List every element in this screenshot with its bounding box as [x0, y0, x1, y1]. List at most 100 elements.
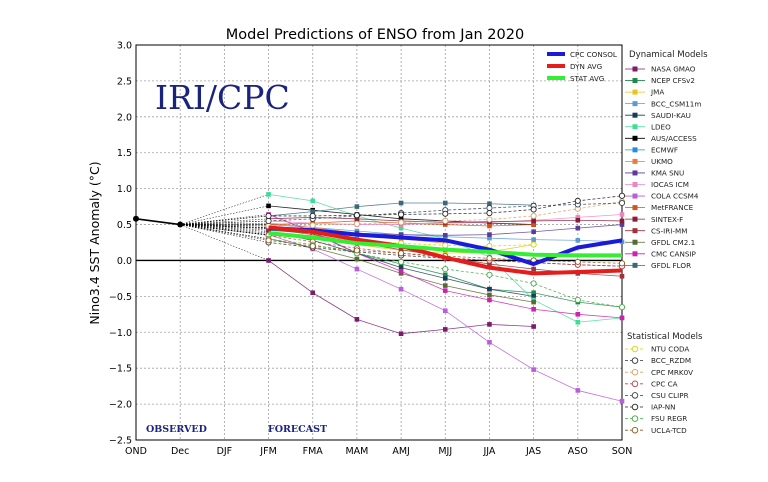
- legend-label-ldeo: LDEO: [651, 122, 671, 131]
- series-point-gfdl-flor: [487, 201, 492, 207]
- series-point-cmc-cansip: [398, 268, 404, 274]
- legend-label-iocas-icm: IOCAS ICM: [651, 180, 689, 189]
- series-point-iocas-icm: [575, 215, 581, 220]
- legend-label-aus-access: AUS/ACCESS: [651, 134, 697, 143]
- series-point-gfdl-flor: [398, 200, 404, 206]
- y-tick-label: −2.5: [109, 436, 132, 447]
- series-point-ldeo: [575, 319, 581, 325]
- series-point-cola-ccsm4: [531, 367, 536, 372]
- y-tick-label: 0.5: [117, 220, 132, 231]
- legend-marker-ucla-tcd: [631, 426, 639, 434]
- series-point-saudi-kau: [487, 286, 492, 292]
- connector-bcc-rzdm: [180, 224, 269, 243]
- y-tick-label: 1.5: [117, 148, 132, 159]
- legend-marker-jma: [632, 89, 638, 95]
- watermark-iri-cpc: IRI/CPC: [155, 78, 290, 117]
- legend-label-csu-clipr: CSU CLIPR: [651, 391, 689, 400]
- series-point-cpc-mrk0v: [530, 212, 537, 219]
- series-point-iap-nn: [265, 212, 272, 219]
- series-point-ucla-tcd: [618, 260, 626, 267]
- x-tick-label: OND: [125, 446, 147, 457]
- legend-marker-gfdl-cm2-1: [632, 239, 638, 245]
- x-tick-label: JJA: [482, 446, 495, 457]
- series-point-ntu-coda: [442, 242, 449, 249]
- legend-label-cmc-cansip: CMC CANSIP: [651, 249, 697, 258]
- series-point-sintex-f: [575, 217, 581, 223]
- plot-area: 3.0 2.5 2.0 1.5 1.0 0.5 0.0 −0.5 −1.0 −1.5 −2.0 −2.…: [109, 41, 632, 458]
- series-point-kma-snu: [398, 232, 404, 237]
- dynamical-models-heading: Dynamical Models: [629, 50, 708, 60]
- series-point-cola-ccsm4: [354, 266, 360, 272]
- series-point-cola-ccsm4: [442, 308, 448, 314]
- legend-label-sintex-f: SINTEX-F: [651, 215, 683, 224]
- series-point-fsu-regr: [530, 280, 537, 287]
- averages-legend: CPC CONSOL DYN AVG STAT AVG: [547, 50, 617, 83]
- series-point-kma-snu: [487, 232, 492, 237]
- legend-label-gfdl-flor: GFDL FLOR: [651, 261, 691, 270]
- x-tick-label: MAM: [345, 446, 368, 457]
- legend-marker-fsu-regr: [631, 415, 639, 422]
- statistical-models-heading: Statistical Models: [627, 332, 703, 342]
- series-point-iocas-icm: [619, 212, 625, 217]
- legend-label-ukmo: UKMO: [651, 157, 673, 166]
- series-point-iap-nn: [309, 212, 316, 219]
- y-tick-label: −2.0: [109, 400, 132, 411]
- series-point-gfdl-cm2-1: [442, 283, 448, 288]
- forecast-label: FORECAST: [268, 424, 327, 435]
- series-point-iap-nn: [486, 210, 493, 217]
- x-tick-label: DJF: [217, 446, 233, 457]
- series-point-ucla-tcd: [353, 247, 360, 254]
- legend-label-bcc-rzdm: BCC_RZDM: [651, 356, 691, 365]
- series-point-iap-nn: [442, 210, 449, 217]
- series-point-saudi-kau: [398, 265, 404, 270]
- observed-line: [135, 218, 181, 226]
- series-point-gfdl-cm2-1: [354, 256, 360, 262]
- series-point-metfrance: [487, 223, 492, 229]
- series-point-cola-ccsm4: [398, 286, 404, 292]
- series-point-kma-snu: [575, 225, 581, 231]
- series-point-cmc-cansip: [619, 315, 625, 321]
- connector-ldeo: [180, 194, 269, 225]
- series-point-ldeo: [310, 198, 316, 204]
- legend-marker-ecmwf: [632, 147, 638, 153]
- legend-marker-cpc-mrk0v: [631, 368, 639, 376]
- observed-point: [177, 221, 184, 228]
- series-point-sintex-f: [531, 218, 536, 224]
- legend-marker-metfrance: [632, 205, 638, 211]
- series-point-gfdl-cm2-1: [487, 292, 492, 298]
- series-point-nasa-gmao: [310, 290, 316, 296]
- series-point-bcc-csm11m: [487, 235, 492, 241]
- series-point-iap-nn: [530, 206, 537, 213]
- series-point-bcc-csm11m: [575, 238, 581, 243]
- legend-marker-nasa-gmao: [632, 66, 638, 72]
- series-point-csu-clipr: [486, 204, 493, 212]
- series-point-saudi-kau: [531, 294, 536, 299]
- legend-label-metfrance: MetFRANCE: [651, 203, 694, 212]
- legend-label-cpc-consol: CPC CONSOL: [570, 50, 617, 59]
- avg-line-stat-avg: [268, 231, 622, 258]
- series-point-ucla-tcd: [574, 258, 581, 265]
- avg-line-dyn-avg: [268, 225, 623, 276]
- series-point-gfdl-flor: [442, 200, 448, 206]
- series-point-cmc-cansip: [575, 312, 581, 317]
- series-point-ncep-cfsv2: [531, 290, 536, 296]
- series-point-cpc-mrk0v: [398, 219, 405, 226]
- connector-nasa-gmao: [180, 224, 269, 261]
- legend-marker-aus-access: [632, 135, 638, 141]
- legend-marker-cola-ccsm4: [632, 193, 638, 199]
- legend-marker-cs-iri-mm: [632, 228, 638, 234]
- y-tick-label: 3.0: [117, 41, 132, 52]
- series-point-fsu-regr: [574, 296, 581, 304]
- observed-label: OBSERVED: [146, 424, 207, 435]
- series-point-cola-ccsm4: [619, 398, 625, 404]
- series-point-cola-ccsm4: [575, 388, 581, 393]
- series-point-nasa-gmao: [442, 327, 448, 332]
- legend-marker-iocas-icm: [632, 182, 638, 187]
- series-point-nasa-gmao: [398, 331, 404, 337]
- avg-line-cpc-consol: [268, 226, 623, 267]
- legend-label-cola-ccsm4: COLA CCSM4: [651, 192, 699, 201]
- legend-marker-ntu-coda: [631, 345, 639, 353]
- series-point-ldeo: [398, 225, 404, 231]
- legend-marker-kma-snu: [632, 170, 638, 176]
